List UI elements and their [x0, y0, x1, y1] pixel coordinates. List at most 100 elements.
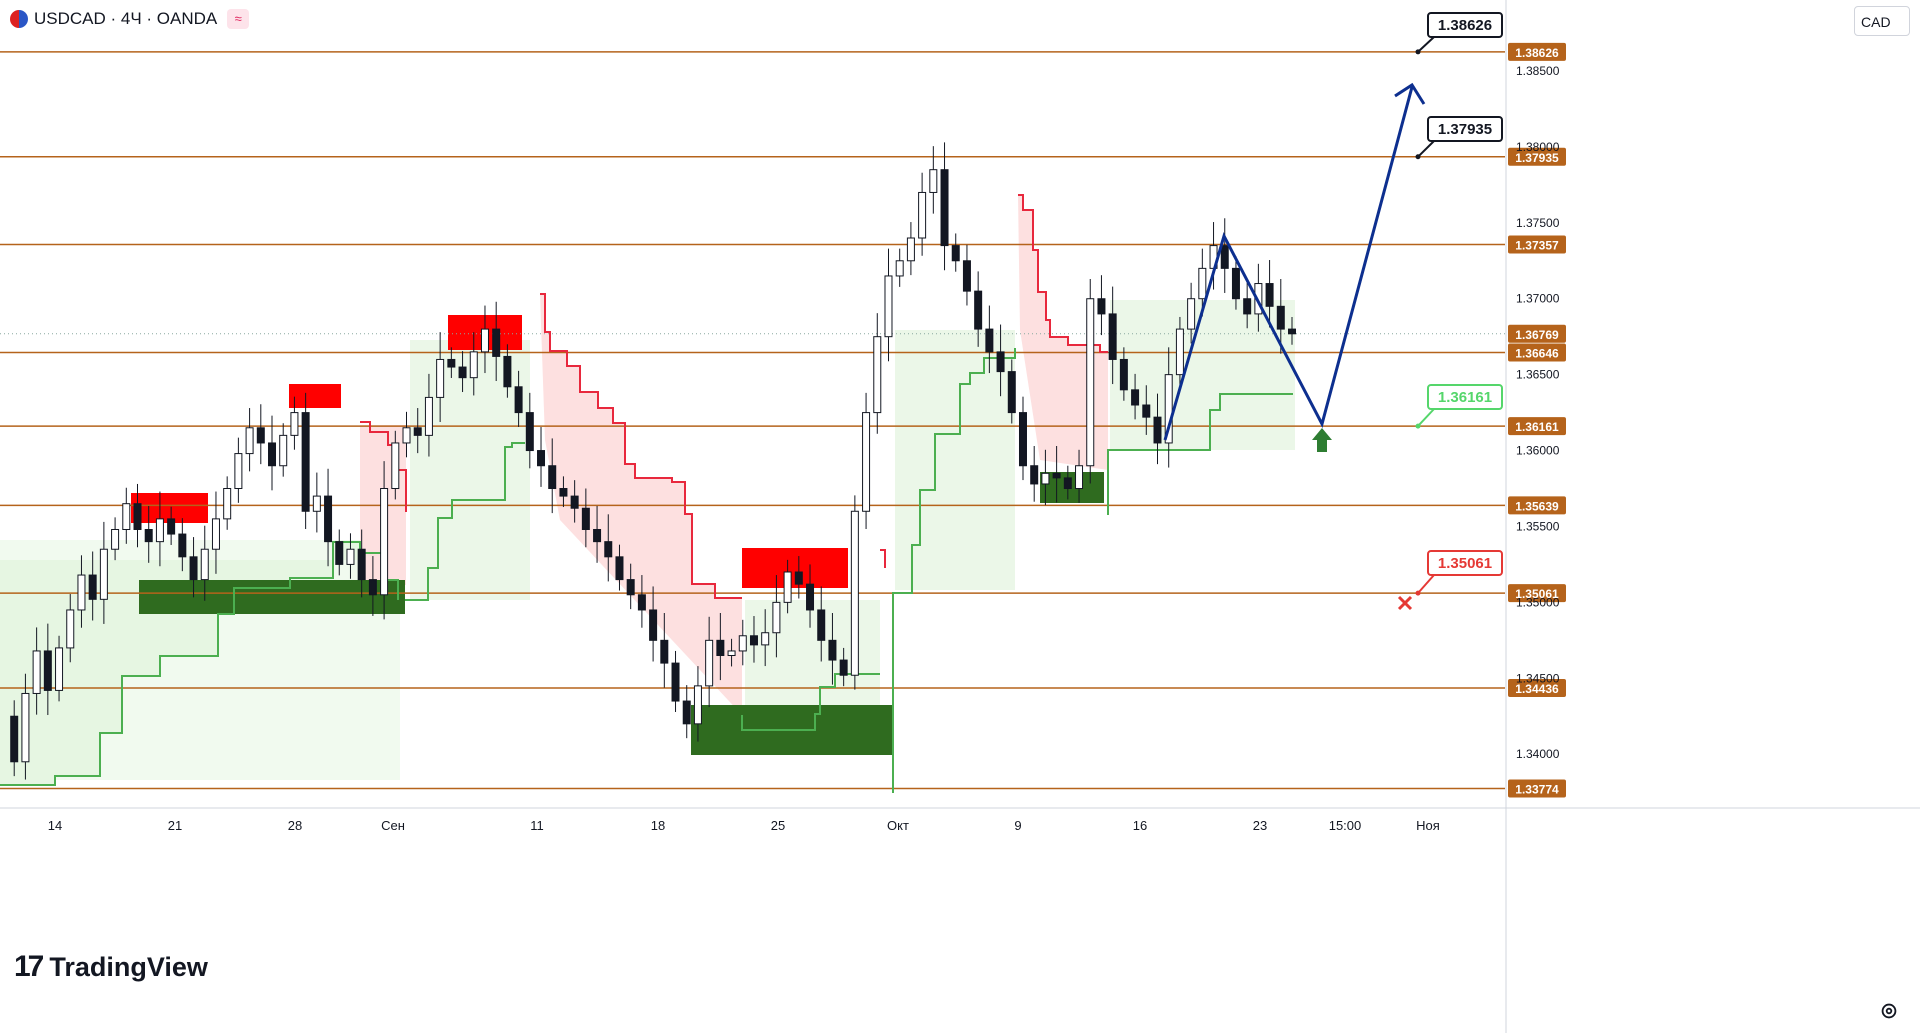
candle-body [1187, 298, 1196, 330]
time-tick-label: 25 [771, 818, 785, 833]
candle-body [1063, 477, 1072, 490]
candle-body [514, 386, 523, 414]
candle-body [503, 355, 512, 388]
candlesticks [10, 142, 1296, 780]
candle-body [122, 503, 131, 530]
time-tick-label: 15:00 [1329, 818, 1362, 833]
candle-body [884, 275, 893, 338]
candle-body [548, 465, 557, 490]
level-price-badge [1508, 417, 1566, 436]
level-price-badge [1508, 147, 1566, 166]
candle-body [1164, 374, 1173, 444]
candle-body [615, 556, 624, 581]
candle-body [693, 685, 702, 725]
currency-button[interactable]: CAD [1854, 6, 1910, 36]
level-price-label: 1.38626 [1515, 46, 1559, 60]
candle-body [290, 412, 299, 436]
candle-body [469, 351, 478, 379]
candle-body [1075, 465, 1084, 490]
candle-body [368, 579, 377, 596]
stop-cross-icon [1397, 595, 1413, 611]
settings-gear-icon[interactable] [1878, 1000, 1900, 1022]
candle-body [1108, 313, 1117, 360]
tv-logo-mark: 17 [14, 950, 44, 983]
price-tick-label: 1.38500 [1516, 64, 1560, 78]
candle-body [929, 169, 938, 193]
level-price-label: 1.37357 [1515, 239, 1559, 253]
candle-body [223, 488, 232, 520]
time-tick-label: 28 [288, 818, 302, 833]
level-price-label: 1.36646 [1515, 346, 1559, 360]
candle-body [268, 442, 277, 467]
price-tick-label: 1.37000 [1516, 292, 1560, 306]
time-tick-label: 11 [530, 818, 544, 833]
price-tick-label: 1.37500 [1516, 216, 1560, 230]
level-callouts: 1.38626 1.37935 1.36161 1.35061 [1415, 12, 1503, 596]
candle-body [783, 571, 792, 603]
candle-body [1220, 245, 1229, 269]
callout-label: 1.36161 [1438, 389, 1492, 406]
callout-box [1427, 384, 1503, 410]
trail-stop-red [360, 421, 407, 512]
buy-arrow-icon [1312, 428, 1332, 452]
level-price-badge [1508, 779, 1566, 798]
candle-body [660, 639, 669, 664]
candle-body [312, 495, 321, 512]
candle-body [1153, 416, 1162, 444]
callout-label: 1.35061 [1438, 555, 1492, 572]
candle-body [828, 639, 837, 661]
candle-body [1030, 465, 1039, 485]
level-price-badge [1508, 584, 1566, 603]
candle-body [1086, 298, 1095, 467]
candle-body [525, 412, 534, 452]
candle-body [1276, 305, 1285, 330]
candle-body [492, 328, 501, 357]
price-tick-label: 1.36500 [1516, 368, 1560, 382]
candle-body [537, 450, 546, 467]
candle-body [55, 647, 64, 691]
horizontal-levels: 1.38626 1.37935 1.37357 1.36646 1.36161 1.356… [0, 42, 1566, 798]
forecast-zigzag [1163, 86, 1414, 441]
candle-body [727, 650, 736, 657]
trail-fill-layer [0, 195, 1295, 785]
candle-body [1175, 328, 1184, 376]
candle-body [839, 659, 848, 676]
candle-body [705, 639, 714, 687]
trail-stop-red [1018, 194, 1108, 353]
candle-body [671, 662, 680, 702]
callout-pointer [1417, 36, 1435, 53]
green-fill-block [895, 330, 1015, 590]
level-price-label: 1.34436 [1515, 682, 1559, 696]
price-tick-label: 1.38000 [1516, 140, 1560, 154]
candle-body [570, 495, 579, 509]
candle-body [144, 528, 153, 543]
candle-body [682, 700, 691, 725]
symbol-header[interactable]: USDCAD · 4Ч · OANDA ≈ [10, 8, 256, 30]
candle-body [794, 571, 803, 585]
callout-anchor [1415, 49, 1421, 55]
green-fill-block [410, 340, 530, 600]
level-price-badge [1508, 42, 1566, 61]
candle-body [559, 488, 568, 497]
candle-body [749, 635, 758, 646]
callout-box [1427, 116, 1503, 142]
candle-body [1243, 298, 1252, 315]
price-tick-label: 1.36000 [1516, 444, 1560, 458]
level-price-badge [1508, 678, 1566, 697]
level-price-badge [1508, 343, 1566, 362]
candle-body [817, 609, 826, 641]
tv-logo-text: TradingView [49, 951, 208, 982]
candle-body [1198, 267, 1207, 300]
wave-icon[interactable]: ≈ [227, 9, 250, 29]
candle-body [895, 260, 904, 277]
callout-pointer [1417, 408, 1435, 427]
tradingview-logo[interactable]: 17 TradingView [14, 950, 208, 984]
candle-body [1265, 283, 1274, 307]
candle-body [256, 427, 265, 444]
time-tick-label: Окт [887, 818, 909, 833]
candle-body [1041, 472, 1050, 485]
candle-body [346, 548, 355, 565]
candle-body [43, 650, 52, 691]
